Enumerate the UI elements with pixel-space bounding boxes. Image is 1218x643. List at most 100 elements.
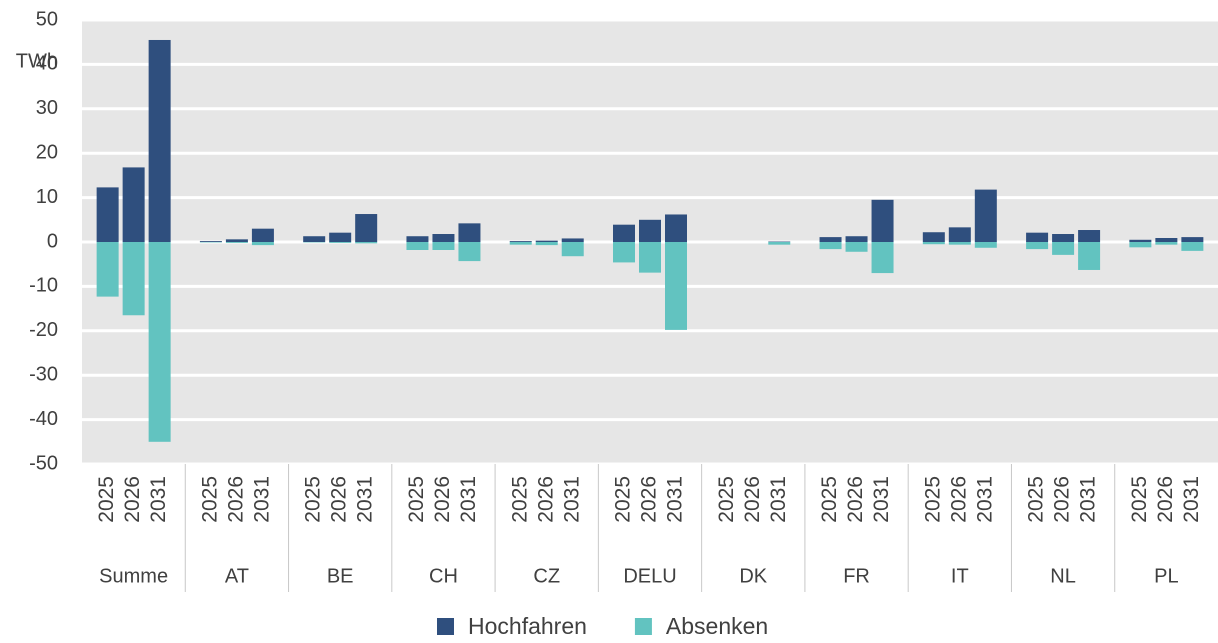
group-label: FR [843,565,870,587]
bar [1181,237,1204,242]
group-label: IT [951,565,969,587]
group-label: DK [739,565,767,587]
x-tick-label: 2031 [1180,476,1203,523]
x-tick-label: 2031 [870,476,893,523]
x-tick-label: 2031 [250,476,273,523]
x-tick-label: 2031 [1077,476,1100,523]
bar [1078,230,1101,242]
legend-label: Absenken [666,613,768,639]
bar [974,189,997,242]
x-tick-label: 2026 [1154,476,1177,523]
y-tick-label: -40 [29,408,58,430]
x-tick-label: 2026 [121,476,144,523]
bar [122,242,145,316]
x-tick-label: 2026 [534,476,557,523]
x-tick-label: 2031 [767,476,790,523]
bar [535,242,558,246]
y-tick-label: 50 [36,8,58,30]
x-tick-label: 2026 [741,476,764,523]
bar [974,242,997,248]
bar [1052,242,1075,255]
bar [432,234,455,242]
y-tick-label: -20 [29,319,58,341]
legend-swatch [634,618,652,635]
x-tick-label: 2025 [95,476,118,523]
bar [1026,242,1049,250]
x-tick-label: 2026 [947,476,970,523]
x-tick-label: 2031 [147,476,170,523]
x-tick-label: 2031 [973,476,996,523]
x-tick-label: 2025 [1025,476,1048,523]
bar [922,242,945,245]
bar [406,236,429,242]
y-tick-label: -10 [29,275,58,297]
group-label: AT [225,565,249,587]
bar [355,214,378,242]
legend-swatch [437,618,454,635]
bar [509,242,532,245]
bar [819,237,842,242]
y-tick-label: 30 [36,97,58,119]
x-tick-label: 2026 [328,476,351,523]
bar [148,39,171,243]
bar [96,242,119,297]
x-tick-label: 2025 [1128,476,1151,523]
bar [665,214,687,242]
x-tick-label: 2031 [560,476,583,523]
bar [432,242,455,250]
x-tick-label: 2025 [405,476,428,523]
bar [871,242,894,274]
x-tick-label: 2026 [638,476,661,523]
bar [1155,238,1178,242]
x-tick-label: 2026 [431,476,454,523]
x-tick-label: 2025 [198,476,221,523]
bar [509,241,532,242]
x-tick-label: 2025 [818,476,841,523]
x-tick-label: 2025 [715,476,738,523]
bar [251,228,274,242]
bar [122,167,145,242]
bar [251,242,274,246]
bar [639,219,661,242]
bar [225,239,248,242]
group-label: BE [327,565,354,587]
y-tick-label: -50 [29,452,58,474]
bar [1181,242,1204,251]
bar [665,242,687,330]
bar [613,242,635,263]
bar [1155,242,1178,245]
group-label: DELU [623,565,676,587]
bar [406,242,429,250]
bar [613,224,635,242]
group-label: CH [429,565,458,587]
y-tick-label: 0 [47,230,58,252]
bar [535,240,558,242]
group-label: CZ [533,565,560,587]
x-tick-label: 2031 [457,476,480,523]
bar [329,242,352,243]
y-tick-label: 20 [36,141,58,163]
bar [768,242,791,245]
x-tick-label: 2025 [302,476,325,523]
bar [1026,232,1049,242]
bar [355,242,378,244]
bar [1052,234,1075,242]
bar [639,242,661,273]
bar [303,236,326,242]
bar [561,242,584,257]
x-tick-label: 2025 [612,476,635,523]
legend-label: Hochfahren [468,613,587,639]
bar [819,242,842,250]
group-label: Summe [99,565,168,587]
bar [458,242,481,262]
bar [561,238,584,242]
bar [948,227,971,242]
bar [199,241,222,242]
x-tick-label: 2026 [844,476,867,523]
bar [329,232,352,242]
bar [948,242,971,245]
bar [871,199,894,242]
bar [148,242,171,442]
bar [1129,239,1152,242]
